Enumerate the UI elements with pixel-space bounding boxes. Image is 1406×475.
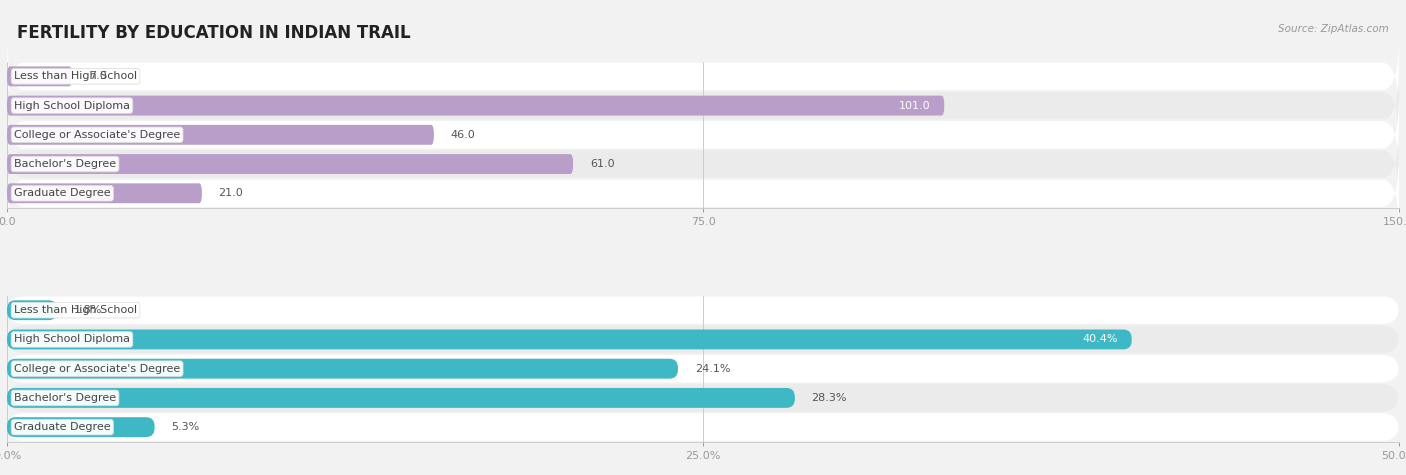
Text: 5.3%: 5.3% xyxy=(172,422,200,432)
FancyBboxPatch shape xyxy=(7,125,1399,203)
FancyBboxPatch shape xyxy=(7,66,1399,144)
Text: College or Associate's Degree: College or Associate's Degree xyxy=(14,130,180,140)
FancyBboxPatch shape xyxy=(7,183,202,203)
Text: High School Diploma: High School Diploma xyxy=(14,334,129,344)
Text: 61.0: 61.0 xyxy=(589,159,614,169)
FancyBboxPatch shape xyxy=(7,296,1399,324)
FancyBboxPatch shape xyxy=(7,300,58,320)
FancyBboxPatch shape xyxy=(7,154,574,174)
Text: 21.0: 21.0 xyxy=(218,188,243,198)
Text: Less than High School: Less than High School xyxy=(14,305,138,315)
Text: Source: ZipAtlas.com: Source: ZipAtlas.com xyxy=(1278,24,1389,34)
FancyBboxPatch shape xyxy=(7,388,794,408)
FancyBboxPatch shape xyxy=(7,355,1399,382)
Text: Bachelor's Degree: Bachelor's Degree xyxy=(14,393,117,403)
Text: 28.3%: 28.3% xyxy=(811,393,846,403)
Text: 7.0: 7.0 xyxy=(89,71,107,81)
Text: 1.8%: 1.8% xyxy=(75,305,103,315)
FancyBboxPatch shape xyxy=(7,330,1132,350)
Text: 101.0: 101.0 xyxy=(898,101,931,111)
Text: 24.1%: 24.1% xyxy=(695,364,730,374)
FancyBboxPatch shape xyxy=(7,413,1399,441)
FancyBboxPatch shape xyxy=(7,326,1399,353)
FancyBboxPatch shape xyxy=(7,417,155,437)
FancyBboxPatch shape xyxy=(7,95,945,115)
FancyBboxPatch shape xyxy=(7,38,1399,115)
Text: College or Associate's Degree: College or Associate's Degree xyxy=(14,364,180,374)
Text: 40.4%: 40.4% xyxy=(1083,334,1118,344)
FancyBboxPatch shape xyxy=(7,359,678,379)
Text: FERTILITY BY EDUCATION IN INDIAN TRAIL: FERTILITY BY EDUCATION IN INDIAN TRAIL xyxy=(17,24,411,42)
FancyBboxPatch shape xyxy=(7,154,1399,232)
FancyBboxPatch shape xyxy=(7,66,72,86)
Text: Graduate Degree: Graduate Degree xyxy=(14,422,111,432)
FancyBboxPatch shape xyxy=(7,125,434,145)
Text: 46.0: 46.0 xyxy=(450,130,475,140)
Text: Graduate Degree: Graduate Degree xyxy=(14,188,111,198)
Text: Bachelor's Degree: Bachelor's Degree xyxy=(14,159,117,169)
Text: High School Diploma: High School Diploma xyxy=(14,101,129,111)
FancyBboxPatch shape xyxy=(7,96,1399,174)
Text: Less than High School: Less than High School xyxy=(14,71,138,81)
FancyBboxPatch shape xyxy=(7,384,1399,412)
